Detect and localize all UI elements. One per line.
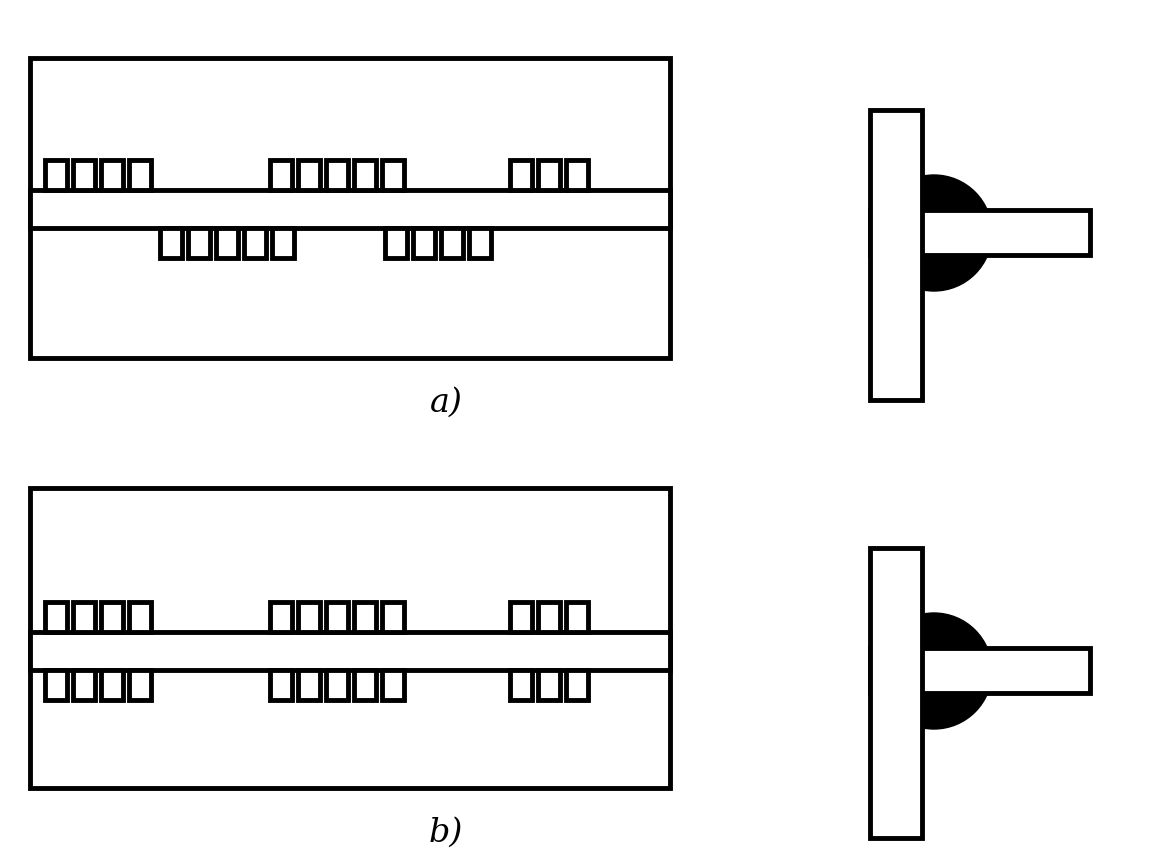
Bar <box>870 548 921 838</box>
Bar <box>270 602 292 632</box>
Bar <box>73 670 95 700</box>
Bar <box>327 602 347 632</box>
Bar <box>30 58 670 358</box>
Circle shape <box>876 175 992 291</box>
Bar <box>216 228 238 258</box>
Bar <box>385 228 407 258</box>
Bar <box>45 670 67 700</box>
Bar <box>297 670 320 700</box>
Bar <box>870 648 1090 693</box>
Bar <box>870 110 921 400</box>
Bar <box>413 228 435 258</box>
Bar <box>354 160 376 190</box>
Bar <box>510 160 532 190</box>
Bar <box>272 228 294 258</box>
Bar <box>538 670 560 700</box>
Bar <box>538 160 560 190</box>
Bar <box>73 602 95 632</box>
Bar <box>270 670 292 700</box>
Bar <box>354 602 376 632</box>
Bar <box>566 670 588 700</box>
Text: a): a) <box>430 387 462 419</box>
Bar <box>538 602 560 632</box>
Bar <box>45 602 67 632</box>
Bar <box>382 160 404 190</box>
Bar <box>129 160 151 190</box>
Bar <box>160 228 182 258</box>
Bar <box>327 160 347 190</box>
Bar <box>382 602 404 632</box>
Bar <box>870 210 1090 255</box>
Bar <box>327 670 347 700</box>
Bar <box>270 160 292 190</box>
Bar <box>510 602 532 632</box>
Bar <box>566 160 588 190</box>
Bar <box>30 488 670 788</box>
Bar <box>101 670 123 700</box>
Circle shape <box>876 613 992 729</box>
Bar <box>510 670 532 700</box>
Bar <box>566 602 588 632</box>
Bar <box>101 160 123 190</box>
Bar <box>188 228 210 258</box>
Bar <box>382 670 404 700</box>
Bar <box>73 160 95 190</box>
Bar <box>297 160 320 190</box>
Bar <box>469 228 492 258</box>
Bar <box>129 602 151 632</box>
Bar <box>354 670 376 700</box>
Bar <box>30 190 670 228</box>
Bar <box>30 632 670 670</box>
Bar <box>442 228 462 258</box>
Bar <box>244 228 266 258</box>
Text: b): b) <box>429 817 464 849</box>
Bar <box>129 670 151 700</box>
Bar <box>101 602 123 632</box>
Bar <box>45 160 67 190</box>
Bar <box>297 602 320 632</box>
